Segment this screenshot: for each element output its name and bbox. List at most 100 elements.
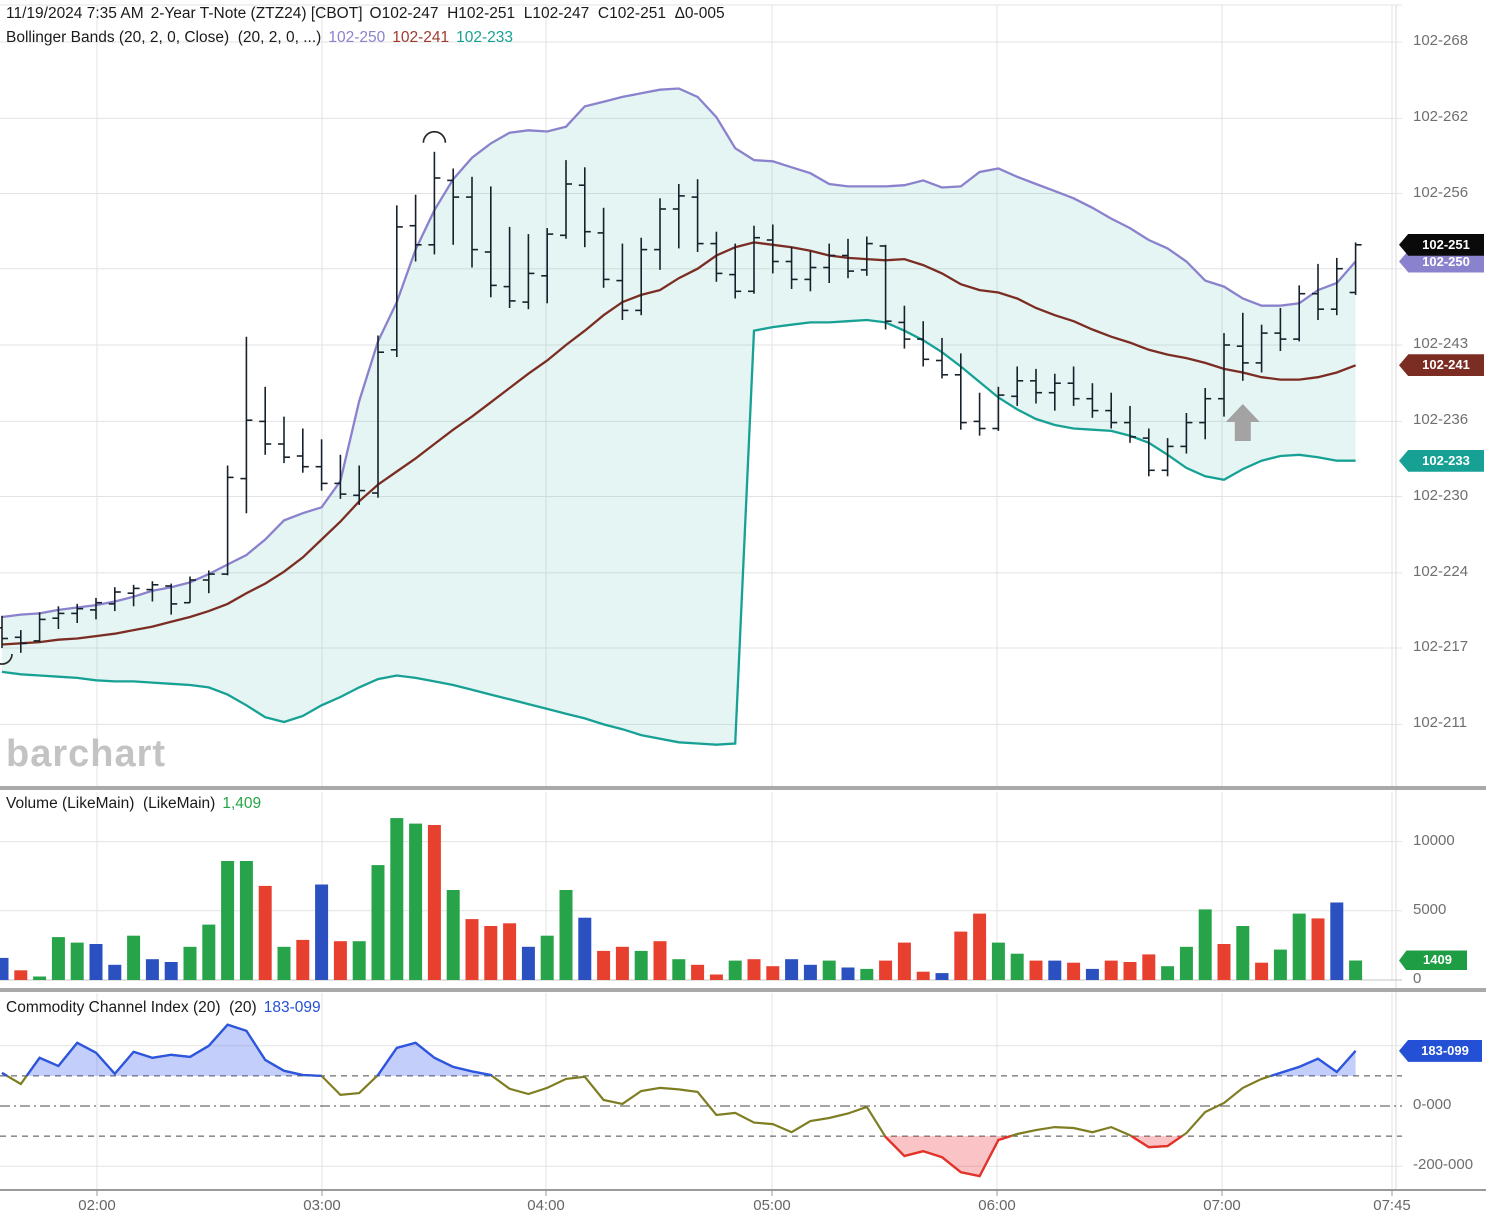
volume-bar: [183, 946, 197, 980]
volume-bar: [653, 941, 667, 980]
volume-bar: [1217, 944, 1231, 980]
volume-bar: [785, 959, 799, 980]
price-axis-label: 102-268: [1413, 32, 1469, 49]
volume-bar: [1142, 954, 1156, 980]
cci-overbought-line: [376, 1041, 493, 1077]
volume-bar: [1104, 960, 1118, 980]
volume-current-value: 1,409: [222, 795, 262, 812]
volume-bar: [879, 960, 893, 980]
arc-top-marker-icon: [422, 130, 447, 143]
bollinger-band-fill: [2, 88, 1356, 745]
price-axis-label: 102-262: [1413, 108, 1469, 126]
time-axis-label: 04:00: [527, 1197, 565, 1214]
volume-bar: [465, 919, 479, 980]
volume-bar: [916, 971, 930, 980]
study-upper-band-value: 102-250: [328, 29, 386, 46]
barchart-watermark-logo: barchart: [6, 733, 167, 775]
volume-bar: [145, 959, 159, 980]
volume-bar: [1161, 966, 1175, 980]
volume-bar: [841, 967, 855, 980]
volume-bar: [51, 937, 65, 980]
cci-axis-label: -200-000: [1413, 1156, 1474, 1174]
volume-bar: [728, 960, 742, 980]
cci-oversold-line: [1130, 1135, 1183, 1149]
volume-bar: [766, 966, 780, 980]
volume-bar: [1349, 960, 1363, 980]
time-axis-label: 03:00: [303, 1197, 341, 1214]
volume-bar: [709, 974, 723, 980]
volume-bar: [897, 942, 911, 980]
price-axis-label: 102-217: [1413, 638, 1469, 656]
volume-bar: [164, 962, 178, 980]
volume-bar: [0, 957, 9, 980]
price-axis-label: 102-243: [1413, 335, 1469, 353]
cci-header: Commodity Channel Index (20) (20) 183-099: [6, 999, 328, 1017]
price-badge-102-233: 102-233: [1399, 449, 1484, 472]
volume-bar: [521, 946, 535, 980]
volume-axis-label: 0: [1413, 970, 1422, 987]
time-axis-label: 07:00: [1203, 1197, 1241, 1214]
time-axis-label: 07:45: [1373, 1197, 1411, 1214]
quote-symbol: 2-Year T-Note (ZTZ24) [CBOT]: [150, 5, 363, 22]
volume-bar: [822, 960, 836, 980]
volume-bar: [33, 976, 47, 980]
volume-bar: [89, 944, 103, 980]
volume-bar: [691, 964, 705, 980]
volume-bar: [559, 890, 573, 980]
volume-bar: [427, 825, 441, 980]
cci-overbought-line: [1, 1071, 8, 1077]
volume-bar: [1255, 962, 1269, 980]
up-arrow-marker-icon: [1225, 404, 1260, 441]
volume-bar: [1123, 962, 1137, 980]
price-axis-label: 102-230: [1413, 486, 1469, 504]
volume-bar: [108, 964, 122, 980]
volume-title: Volume (LikeMain) (LikeMain): [6, 795, 216, 812]
volume-bar: [315, 884, 329, 980]
volume-bar: [484, 926, 498, 980]
volume-header: Volume (LikeMain) (LikeMain) 1,409: [6, 795, 268, 813]
bollinger-middle-band-line: [1, 241, 1357, 646]
price-badge-102-251: 102-251: [1399, 233, 1484, 256]
cci-badge: 183-099: [1399, 1039, 1482, 1062]
volume-bar: [973, 913, 987, 980]
volume-bar: [127, 935, 141, 980]
price-badge-102-241: 102-241: [1399, 354, 1484, 377]
volume-axis-label: 5000: [1413, 900, 1447, 918]
study-header: Bollinger Bands (20, 2, 0, Close) (20, 2…: [6, 29, 520, 47]
price-axis-label: 102-236: [1413, 411, 1469, 429]
price-axis-label: 102-224: [1413, 562, 1469, 580]
volume-bar: [390, 818, 404, 980]
volume-bar: [1179, 946, 1193, 980]
volume-bar: [672, 959, 686, 980]
price-badge-102-250: 102-250: [1399, 250, 1484, 273]
time-axis-label: 02:00: [78, 1197, 116, 1214]
volume-bar: [258, 885, 272, 980]
volume-bar: [1085, 968, 1099, 980]
volume-axis-label: 10000: [1413, 831, 1455, 849]
volume-bar: [1330, 902, 1344, 980]
volume-bar: [1048, 960, 1062, 980]
volume-bar: [446, 890, 460, 980]
panel-separator: [0, 988, 1486, 992]
volume-bar: [352, 941, 366, 980]
quote-header: 11/19/2024 7:35 AM 2-Year T-Note (ZTZ24) …: [6, 5, 732, 23]
volume-bar: [277, 946, 291, 980]
volume-bar: [634, 950, 648, 980]
volume-bar: [239, 861, 253, 980]
cci-current-value: 183-099: [263, 999, 321, 1016]
volume-bar: [954, 931, 968, 980]
price-axis-label: 102-256: [1413, 183, 1469, 201]
volume-bar: [1067, 962, 1081, 980]
cci-overbought-fill: [26, 1024, 322, 1076]
volume-bar: [503, 923, 517, 980]
volume-bar: [1010, 953, 1024, 980]
volume-bar: [803, 964, 817, 980]
cci-overbought-line: [1270, 1050, 1357, 1077]
volume-bar: [70, 942, 84, 980]
volume-bar: [747, 959, 761, 980]
volume-bar: [221, 861, 235, 980]
volume-bar: [1198, 909, 1212, 980]
volume-bar: [578, 917, 592, 980]
